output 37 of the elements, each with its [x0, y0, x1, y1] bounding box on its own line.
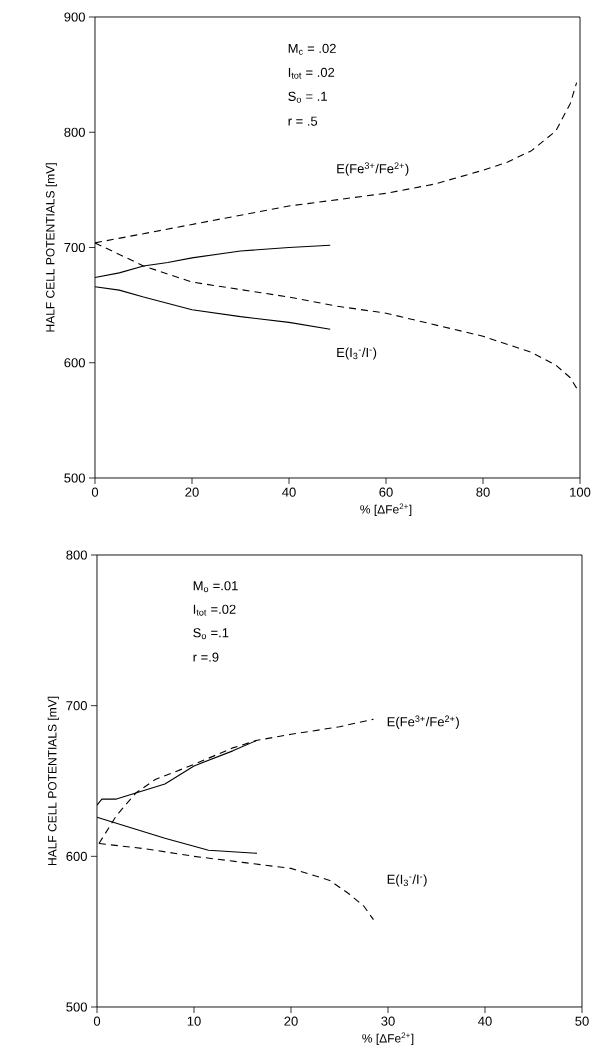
y-tick-label: 800: [66, 550, 87, 560]
x-tick-label: 20: [185, 487, 199, 497]
x-axis-title: % [ΔFe$^{2+}$]: [360, 503, 412, 516]
series-label: E(Fe$^{3+}$/Fe$^{2+}$): [387, 715, 459, 729]
annotation: M$_{o}$ =.01: [193, 581, 238, 593]
x-axis-title: % [ΔFe$^{2+}$]: [362, 1032, 414, 1045]
y-tick-label: 600: [66, 851, 87, 861]
annotation: S$_{o}$ = .1: [288, 91, 327, 103]
series-label: E(Fe$^{3+}$/Fe$^{2+}$): [337, 162, 409, 176]
x-tick-label: 80: [476, 487, 490, 497]
x-tick-label: 20: [284, 1016, 298, 1026]
y-tick-label: 600: [64, 358, 85, 368]
annotation: I$_{tot}$ = .02: [288, 67, 335, 79]
x-tick-label: 40: [478, 1016, 492, 1026]
x-tick-label: 0: [93, 1016, 101, 1026]
x-tick-label: 40: [282, 487, 296, 497]
y-axis-title: HALF CELL POTENTIALS [mV]: [47, 696, 59, 866]
x-tick-label: 60: [379, 487, 393, 497]
x-tick-label: 10: [187, 1016, 201, 1026]
x-tick-label: 100: [570, 487, 591, 497]
annotation: r = .5: [288, 116, 318, 126]
text: E(I$_{3}$$^{-}$/I$^{-}$): [387, 874, 427, 887]
y-tick-label: 900: [64, 12, 85, 22]
annotation: r =.9: [193, 652, 219, 662]
annotation: M$_{c}$ = .02: [288, 43, 336, 55]
x-tick-label: 0: [91, 487, 99, 497]
y-tick-label: 700: [66, 701, 87, 711]
x-tick-label: 30: [381, 1016, 395, 1026]
annotation: S$_{o}$ =.1: [193, 628, 229, 640]
y-tick-label: 500: [64, 473, 85, 483]
y-tick-label: 500: [66, 1002, 87, 1012]
y-axis-title: HALF CELL POTENTIALS [mV]: [45, 163, 57, 332]
y-tick-label: 800: [64, 127, 85, 137]
annotation: I$_{tot}$ =.02: [193, 604, 236, 616]
text: E(I$_{3}$$^{-}$/I$^{-}$): [337, 347, 377, 360]
y-tick-label: 700: [64, 242, 85, 253]
x-tick-label: 50: [575, 1016, 589, 1026]
